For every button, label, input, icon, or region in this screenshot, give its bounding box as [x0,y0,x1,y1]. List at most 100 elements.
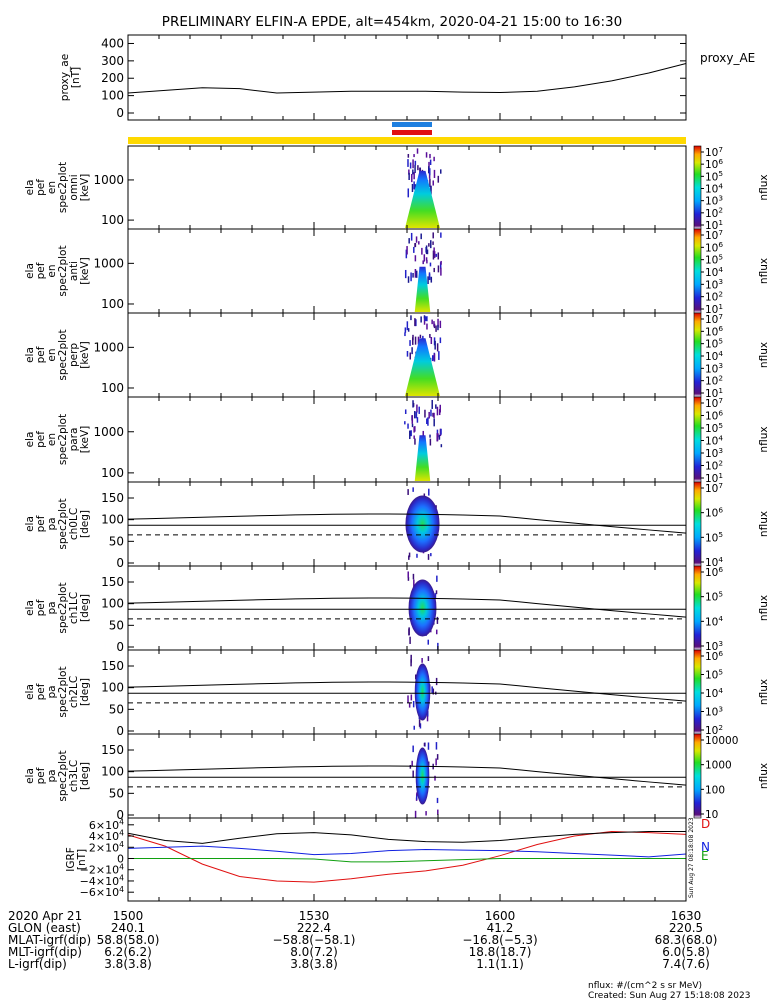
pitch-angle-speckle [427,639,430,645]
red-segment-bar [392,130,432,135]
spectrogram-speckle [429,438,432,446]
spectrogram-speckle [415,270,418,278]
panel-2: elapefenspec2plotomni[keV] 10001001071061… [24,145,770,232]
spectrogram-speckle [410,430,412,437]
pitch-angle-speckle [436,616,439,624]
spectrogram-speckle [428,273,431,280]
spectrogram-speckle [436,429,439,435]
created-stamp: Created: Sun Aug 27 15:18:08 2023 [588,991,750,1000]
panel-ylabel: elapefpaspec2plotch1LC[deg] [24,582,91,633]
colorbar-tick-label: 106 [705,649,723,663]
pitch-angle-blob [414,663,431,721]
ytick-label: 1000 [93,173,124,187]
spectrogram-speckle [440,260,442,265]
spectrogram-speckle [423,254,426,262]
spectrogram-speckle [426,316,428,322]
footer-cell: 41.2 [487,921,514,935]
loss-cone-curve [127,765,687,786]
spectrogram-speckle [410,315,412,321]
spectrogram-speckle [415,411,418,419]
colorbar-label: nflux [758,595,770,621]
spectrogram-speckle [419,334,422,338]
spectrogram-speckle [429,153,431,159]
colorbar-tick-label: 105 [705,589,723,603]
panel-6: elapefpaspec2plotch0LC[deg] 150 100 50 0 107 1… [24,481,770,570]
colorbar [693,396,702,483]
spectrogram-speckle [404,269,407,279]
legend-proxy-ae: proxy_AE [700,51,755,65]
colorbar-label: nflux [758,763,770,789]
footer-cell: 3.8(3.8) [104,957,152,971]
spectrogram-speckle [413,154,415,158]
spectrogram-speckle [433,267,435,273]
panel-frame [127,396,687,483]
spectrogram-speckle [404,332,406,337]
ytick-label: 100 [101,213,124,227]
panel-4: elapefenspec2plotperp[keV] 10001001071061… [24,312,770,400]
pitch-angle-speckle [427,656,430,661]
ytick-label: 150 [101,491,124,505]
pitch-angle-blob [408,579,437,637]
panel-ylabel: elapefenspec2plotpara[keV] [24,414,91,465]
footer-cell: 240.1 [111,921,145,935]
spectrogram-speckle [413,172,415,180]
panel-frame [127,34,687,121]
ytick-label: 2×104 [89,840,124,854]
spectrogram-speckle [432,250,435,260]
spectrogram-speckle [418,241,420,245]
panel-ylabel: IGRF[nT] [65,847,88,872]
colorbar-label: nflux [758,426,770,452]
spectrogram-speckle [439,337,442,344]
panel-frame [127,145,687,230]
pitch-angle-blob [405,495,440,553]
figure-title: PRELIMINARY ELFIN-A EPDE, alt=454km, 202… [162,14,622,30]
colorbar-tick-label: 1000 [705,760,732,772]
side-stamp: Sun Aug 27 08:18:08 2023 [688,817,695,898]
panel-ylabel: elapefenspec2plotanti[keV] [24,245,91,296]
panel-frame [127,733,687,819]
footer-row-label: 2020 Apr 21 [8,909,82,923]
spectrogram-speckle [410,232,413,241]
footer-cell: 6.2(6.2) [104,945,152,959]
ytick-label: 1000 [93,256,124,270]
pitch-angle-speckle [435,677,438,686]
spectrogram-speckle [439,320,442,329]
spectrogram-speckle [427,417,429,426]
spectrogram-speckle [417,336,420,345]
spectrogram-speckle [409,352,411,360]
spectrogram-speckle [428,243,430,247]
pitch-angle-speckle [415,794,418,800]
pitch-angle-speckle [435,758,437,766]
spectrogram-speckle [407,328,410,332]
spectrogram-speckle [432,355,434,362]
colorbar [693,228,702,314]
ytick-label: 0 [116,808,124,822]
pitch-angle-speckle [423,493,426,498]
pitch-angle-speckle [427,554,430,560]
spectrogram-speckle [411,347,413,355]
footer-cell: 220.5 [669,921,703,935]
spectrogram-speckle [422,430,425,435]
spectrogram-body [405,170,440,228]
spectrogram-speckle [433,169,436,178]
pitch-angle-speckle [427,710,429,717]
spectrogram-speckle [432,180,434,186]
panel-5: elapefenspec2plotpara[keV] 10001001071061… [24,396,770,485]
units-note: nflux: #/(cm^2 s sr MeV) [588,981,702,991]
colorbar-tick-label: 104 [705,686,723,700]
ytick-label: 400 [101,36,124,50]
footer-cell: 1630 [671,909,702,923]
pitch-angle-speckle [426,716,429,722]
spectrogram-speckle [422,260,424,265]
ytick-label: 100 [101,597,124,611]
spectrogram-speckle [406,246,408,255]
yellow-time-bar [128,137,686,144]
spectrogram-body [405,338,440,396]
spectrogram-speckle [404,327,407,333]
spectrogram-speckle [428,166,430,174]
spectrogram-speckle [435,253,438,257]
spectrogram-speckle [420,233,422,240]
spectrogram-speckle [425,257,428,261]
pitch-angle-speckle [412,573,415,580]
spectrogram-speckle [407,159,409,167]
